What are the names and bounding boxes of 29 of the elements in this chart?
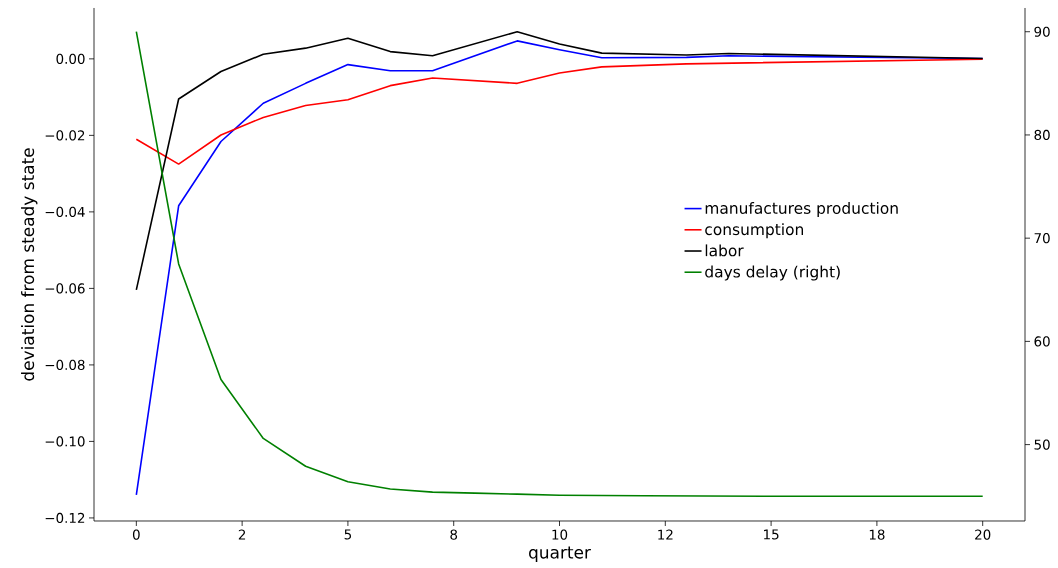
y2-tick-label: 50 (1034, 439, 1050, 450)
line-series (135, 58, 984, 165)
x-tick-label: 10 (552, 529, 568, 540)
y-tick-label: −0.12 (45, 512, 85, 524)
legend-label: days delay (right) (705, 265, 840, 281)
y2-tick-label: 60 (1034, 336, 1050, 347)
x-tick-label: 5 (344, 529, 352, 540)
y2-tick-label: 90 (1034, 26, 1050, 37)
y-tick-label: 0.00 (56, 53, 85, 64)
y-tick-label: −0.10 (45, 436, 85, 447)
y2-tick-label: 80 (1034, 129, 1050, 141)
x-tick-label: 0 (132, 529, 140, 540)
legend-label: labor (705, 244, 744, 257)
line-series (135, 30, 984, 291)
x-tick-label: 2 (238, 529, 246, 540)
x-tick-label: 12 (658, 529, 673, 540)
x-tick-label: 15 (764, 529, 779, 540)
x-tick-label: 18 (869, 529, 885, 540)
y-axis-title: deviation from steady state (21, 148, 38, 381)
y-tick-label: −0.02 (45, 130, 85, 141)
x-tick-label: 8 (450, 529, 458, 540)
y2-tick-label: 70 (1034, 233, 1050, 244)
y-tick-label: −0.08 (45, 359, 85, 370)
legend-label: manufactures production (705, 201, 898, 217)
y-tick-label: −0.06 (45, 283, 85, 294)
x-tick-label: 20 (975, 529, 991, 540)
x-axis-title: quarter (529, 546, 591, 562)
y-tick-label: −0.04 (45, 206, 85, 217)
legend-label: consumption (705, 223, 804, 239)
